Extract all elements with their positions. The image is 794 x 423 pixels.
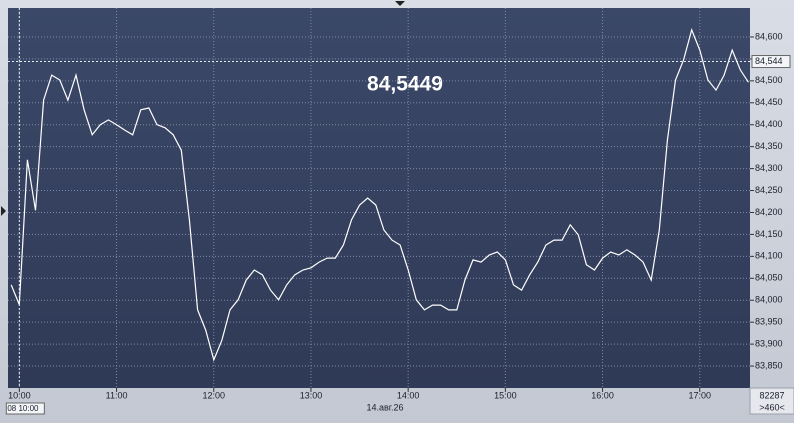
- y-tick-label: 84,000: [755, 295, 783, 305]
- price-tag-label: 84,544: [755, 56, 783, 66]
- y-tick-label: 84,250: [755, 185, 783, 195]
- price-line: [10, 28, 749, 362]
- time-tag: [5, 402, 45, 415]
- x-tick-label: 13:00: [300, 390, 323, 400]
- y-tick-label: 84,600: [755, 31, 783, 41]
- volume-label: 82287: [759, 390, 784, 400]
- y-tick-label: 84,300: [755, 163, 783, 173]
- x-tick-label: 11:00: [106, 390, 128, 400]
- y-tick-label: 83,900: [755, 338, 783, 348]
- date-label: 14.авг.26: [367, 402, 404, 412]
- left-marker: [1, 206, 6, 216]
- top-marker: [395, 1, 405, 6]
- x-tick-label: 15:00: [494, 390, 517, 400]
- x-tick-label: 10:00: [8, 390, 31, 400]
- y-tick-label: 84,050: [755, 273, 783, 283]
- y-tick-label: 84,350: [755, 141, 783, 151]
- y-tick-label: 83,850: [755, 360, 783, 370]
- y-tick-label: 84,100: [755, 251, 783, 261]
- corner-box: [749, 387, 794, 415]
- x-tick-label: 14:00: [397, 390, 420, 400]
- last-price: 84,5449: [367, 73, 443, 96]
- x-tick-label: 16:00: [591, 390, 614, 400]
- y-tick-label: 84,400: [755, 119, 783, 129]
- x-tick-label: 12:00: [202, 390, 225, 400]
- y-tick-label: 84,500: [755, 75, 783, 85]
- time-tag-label: 08 10:00: [7, 404, 39, 413]
- y-tick-label: 84,450: [755, 97, 783, 107]
- range-label: >460<: [759, 402, 785, 412]
- x-tick-label: 17:00: [689, 390, 712, 400]
- plot-area: [8, 8, 750, 388]
- y-tick-label: 84,200: [755, 207, 783, 217]
- y-tick-label: 84,150: [755, 229, 783, 239]
- y-tick-label: 83,950: [755, 317, 783, 327]
- price-tag: [751, 55, 791, 69]
